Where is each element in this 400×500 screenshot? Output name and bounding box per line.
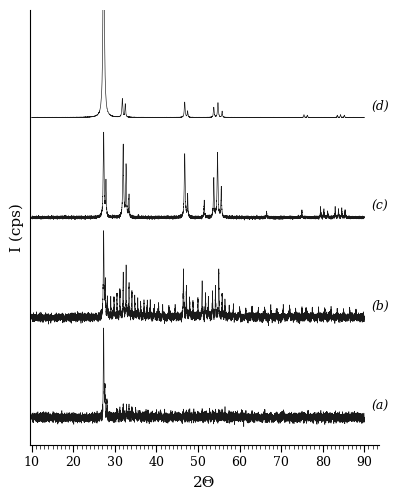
- Text: (c): (c): [372, 200, 388, 213]
- Text: (b): (b): [372, 300, 390, 313]
- X-axis label: 2Θ: 2Θ: [193, 476, 216, 490]
- Text: (d): (d): [372, 100, 390, 113]
- Text: (a): (a): [372, 400, 389, 413]
- Y-axis label: I (cps): I (cps): [10, 202, 24, 252]
